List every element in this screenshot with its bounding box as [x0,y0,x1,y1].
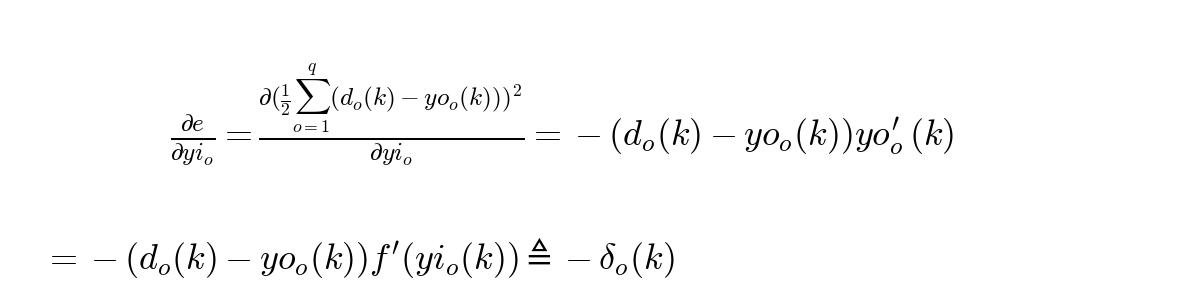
Text: $\frac{\partial e}{\partial yi_{o}} = \frac{\partial(\frac{1}{2}\sum_{o=1}^{q}(d: $\frac{\partial e}{\partial yi_{o}} = \f… [170,62,954,169]
Text: $= -(d_{o}(k)-yo_{o}(k))f^{\prime}(yi_{o}(k))\triangleq -\delta_{o}(k)$: $= -(d_{o}(k)-yo_{o}(k))f^{\prime}(yi_{o… [43,235,675,280]
